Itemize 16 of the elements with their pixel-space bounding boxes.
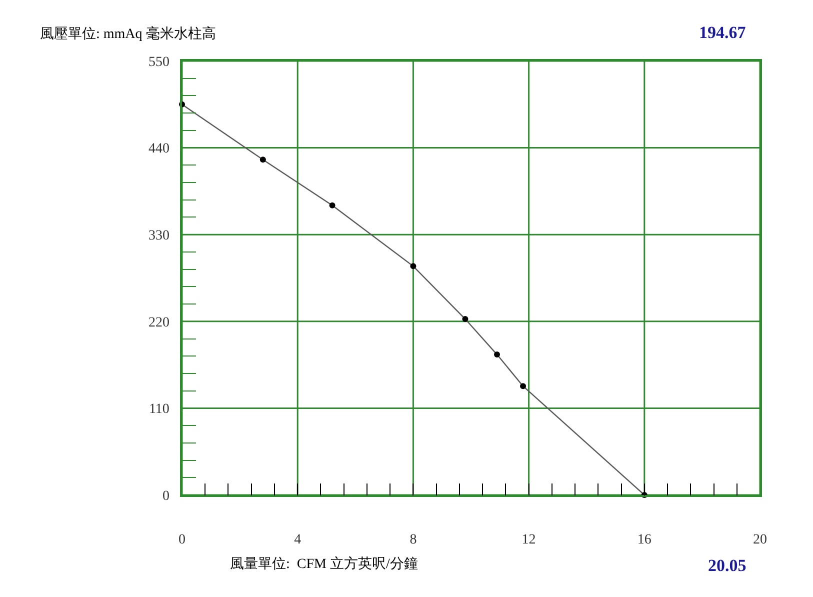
x-tick-label: 0 xyxy=(178,532,186,548)
x-tick-label: 16 xyxy=(637,532,652,548)
y-tick-label: 550 xyxy=(148,54,170,70)
text: 194.67 xyxy=(699,23,746,42)
y-tick-label: 0 xyxy=(162,488,170,504)
y-tick-label: 440 xyxy=(148,142,170,157)
x-axis-title: 風量單位: CFM 立方英呎/分鐘 xyxy=(230,556,418,572)
text: 20.05 xyxy=(708,556,746,575)
x-tick-label: 8 xyxy=(410,532,417,548)
y-tick-label: 330 xyxy=(148,228,170,244)
x-tick-label: 12 xyxy=(522,532,536,548)
x-tick-label: 20 xyxy=(753,532,767,548)
y-tick-label: 220 xyxy=(148,315,170,330)
y-axis-title: 風壓單位: mmAq 毫米水柱高 xyxy=(40,26,216,42)
x-tick-label: 4 xyxy=(294,532,302,548)
y-tick-label: 110 xyxy=(148,402,170,418)
